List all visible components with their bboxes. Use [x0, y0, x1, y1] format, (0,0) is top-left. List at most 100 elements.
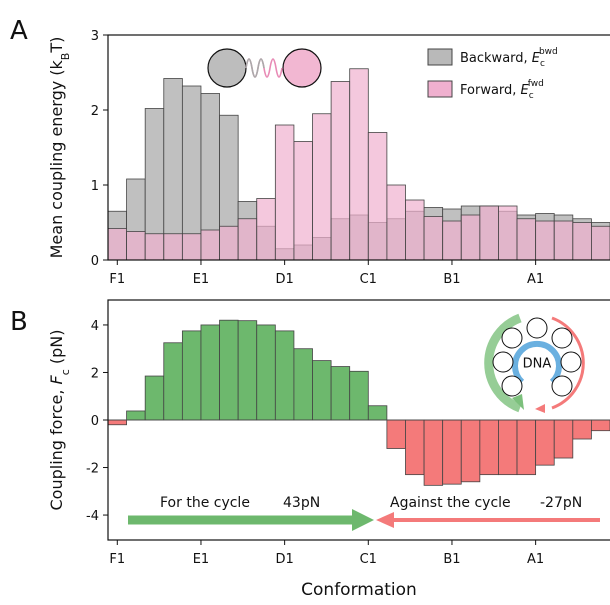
bar: [479, 205, 499, 261]
bar: [553, 220, 574, 261]
bar: [256, 324, 276, 421]
bar: [386, 419, 406, 449]
bar: [553, 419, 574, 459]
x-tick-label: C1: [360, 552, 377, 567]
bar: [442, 419, 462, 485]
bar: [163, 233, 183, 261]
bar: [274, 330, 295, 421]
bar: [498, 419, 518, 476]
x-tick-label: F1: [109, 272, 125, 287]
bar: [367, 132, 388, 261]
bar: [107, 228, 127, 261]
bar: [181, 330, 202, 421]
bar: [163, 342, 183, 421]
bar: [293, 141, 313, 261]
x-tick-label: A1: [527, 552, 544, 567]
bar: [219, 225, 239, 261]
bar: [516, 218, 537, 261]
legend-swatch: [427, 80, 453, 98]
x-tick-label: F1: [109, 552, 125, 567]
bar: [572, 222, 592, 261]
bar: [237, 218, 258, 261]
y-tick-label: 3: [91, 29, 99, 44]
x-tick-label: E1: [193, 552, 210, 567]
x-tick-label: B1: [443, 272, 460, 287]
bar: [479, 419, 499, 476]
bar: [144, 233, 165, 261]
dna-label: DNA: [523, 357, 552, 372]
annotation: Against the cycle: [390, 495, 511, 511]
legend-sub: c: [529, 91, 534, 101]
y-axis-label: Coupling force, Fc (pN): [47, 330, 72, 511]
bar: [498, 205, 518, 261]
y-axis-label-part: T: [47, 43, 66, 54]
bar: [386, 184, 406, 261]
for-arrowhead: [352, 509, 374, 531]
y-tick-label: -4: [86, 509, 99, 524]
x-axis-label: Conformation: [301, 580, 417, 600]
x-tick-label: C1: [360, 272, 377, 287]
y-axis-label: Mean coupling energy (kBT): [47, 37, 72, 259]
y-axis-label-part: Coupling force,: [47, 384, 66, 510]
ring-icon: [207, 48, 322, 88]
x-tick-label: D1: [275, 272, 293, 287]
y-tick-label: 1: [91, 179, 99, 194]
y-tick-label: 4: [91, 319, 99, 334]
bar: [405, 199, 425, 261]
annotation: 43pN: [283, 495, 320, 511]
legend-name: Backward,: [460, 51, 532, 66]
bar: [256, 198, 276, 261]
y-tick-label: 0: [91, 254, 99, 269]
axes-frame: [107, 34, 610, 261]
y-axis-label-part: c: [59, 369, 72, 375]
bar: [405, 419, 425, 476]
y-axis-label-part: F: [47, 374, 66, 384]
y-axis-label-part: B: [59, 53, 72, 61]
bar: [460, 419, 481, 483]
legend-label: Backward, Ec bwd: [460, 47, 558, 69]
bar: [349, 68, 369, 261]
legend-name: Forward,: [460, 83, 521, 98]
bar: [181, 233, 202, 261]
bar: [591, 225, 610, 261]
bar: [144, 375, 165, 421]
annotation: For the cycle: [160, 495, 250, 511]
bar: [330, 81, 351, 261]
bar: [163, 78, 183, 261]
annotation: -27pN: [540, 495, 582, 511]
legend-swatch: [427, 48, 453, 66]
y-axis-label-part: (pN): [47, 330, 66, 370]
bar: [293, 348, 313, 421]
against-arrowhead: [376, 512, 394, 528]
legend-symbol: E: [521, 83, 530, 98]
y-tick-label: 0: [91, 414, 99, 429]
bar: [126, 231, 146, 261]
bar: [535, 419, 555, 466]
bar: [423, 419, 444, 486]
y-tick-label: 2: [91, 366, 99, 381]
bar: [126, 410, 146, 421]
panel-label: B: [10, 307, 28, 337]
bar: [274, 124, 295, 261]
x-tick-label: A1: [527, 272, 544, 287]
panel-label: A: [10, 16, 28, 46]
bar: [330, 366, 351, 421]
bar: [460, 214, 481, 261]
y-axis-label-part: ): [47, 37, 66, 43]
bar: [423, 216, 444, 261]
bar: [107, 419, 127, 426]
bar: [572, 419, 592, 440]
legend-symbol: E: [532, 51, 541, 66]
dna-icon: DNA: [484, 313, 585, 413]
legend-label: Forward, Ec fwd: [460, 79, 544, 101]
x-tick-label: B1: [443, 552, 460, 567]
bar: [591, 419, 610, 432]
bar: [312, 113, 332, 261]
legend-sup: fwd: [528, 79, 544, 89]
legend-sub: c: [540, 59, 545, 69]
y-tick-label: 2: [91, 104, 99, 119]
bar: [312, 360, 332, 421]
bar: [219, 319, 239, 421]
bar: [442, 220, 462, 261]
